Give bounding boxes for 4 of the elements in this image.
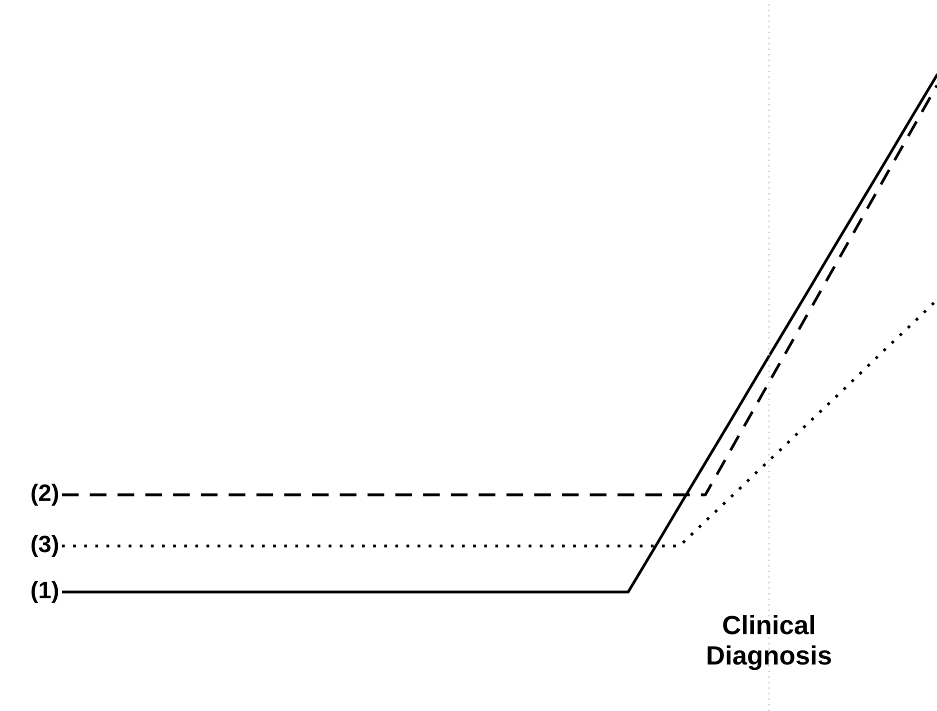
series-label: (1) [32, 580, 58, 604]
series-label: (3) [32, 534, 58, 557]
text: Clinical Diagnosis [708, 615, 831, 670]
series-label: (2) [32, 484, 58, 506]
